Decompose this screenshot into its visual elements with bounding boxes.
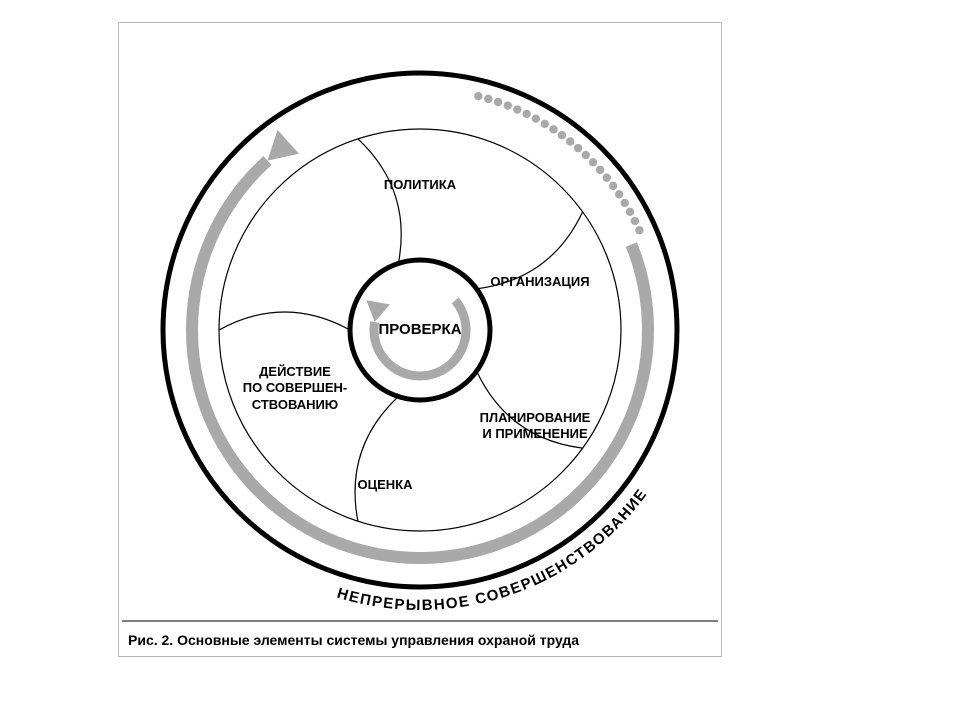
outer-arrow-head <box>267 130 299 161</box>
segment-label-planning: ПЛАНИРОВАНИЕИ ПРИМЕНЕНИЕ <box>450 410 620 443</box>
trail-dot <box>615 190 623 198</box>
trail-dot <box>574 144 582 152</box>
trail-dot <box>558 131 566 139</box>
trail-dot <box>549 125 557 133</box>
figure-caption: Рис. 2. Основные элементы системы управл… <box>128 632 579 648</box>
segment-label-policy: ПОЛИТИКА <box>335 177 505 193</box>
trail-dot <box>631 217 639 225</box>
trail-dot <box>626 208 634 216</box>
trail-dot <box>566 137 574 145</box>
trail-dot <box>494 98 502 106</box>
trail-dot <box>513 105 521 113</box>
segment-label-assessment: ОЦЕНКА <box>300 477 470 493</box>
trail-dot <box>484 95 492 103</box>
trail-dot <box>596 166 604 174</box>
segment-label-organization: ОРГАНИЗАЦИЯ <box>455 274 625 290</box>
segment-divider <box>355 397 398 522</box>
trail-dot <box>522 110 530 118</box>
segment-divider <box>219 312 350 330</box>
trail-dot <box>541 120 549 128</box>
trail-dot <box>621 199 629 207</box>
trail-dot <box>589 158 597 166</box>
trail-dot <box>635 226 643 234</box>
trail-dot <box>532 114 540 122</box>
trail-dot <box>603 174 611 182</box>
trail-dot <box>474 92 482 100</box>
trail-dot <box>609 182 617 190</box>
segment-divider <box>358 139 401 264</box>
trail-dot <box>582 151 590 159</box>
center-label: ПРОВЕРКА <box>350 321 490 338</box>
diagram-svg: НЕПРЕРЫВНОЕ СОВЕРШЕНСТВОВАНИЕ <box>0 0 960 720</box>
trail-dot <box>504 101 512 109</box>
segment-label-action: ДЕЙСТВИЕПО СОВЕРШЕН-СТВОВАНИЮ <box>210 364 380 413</box>
